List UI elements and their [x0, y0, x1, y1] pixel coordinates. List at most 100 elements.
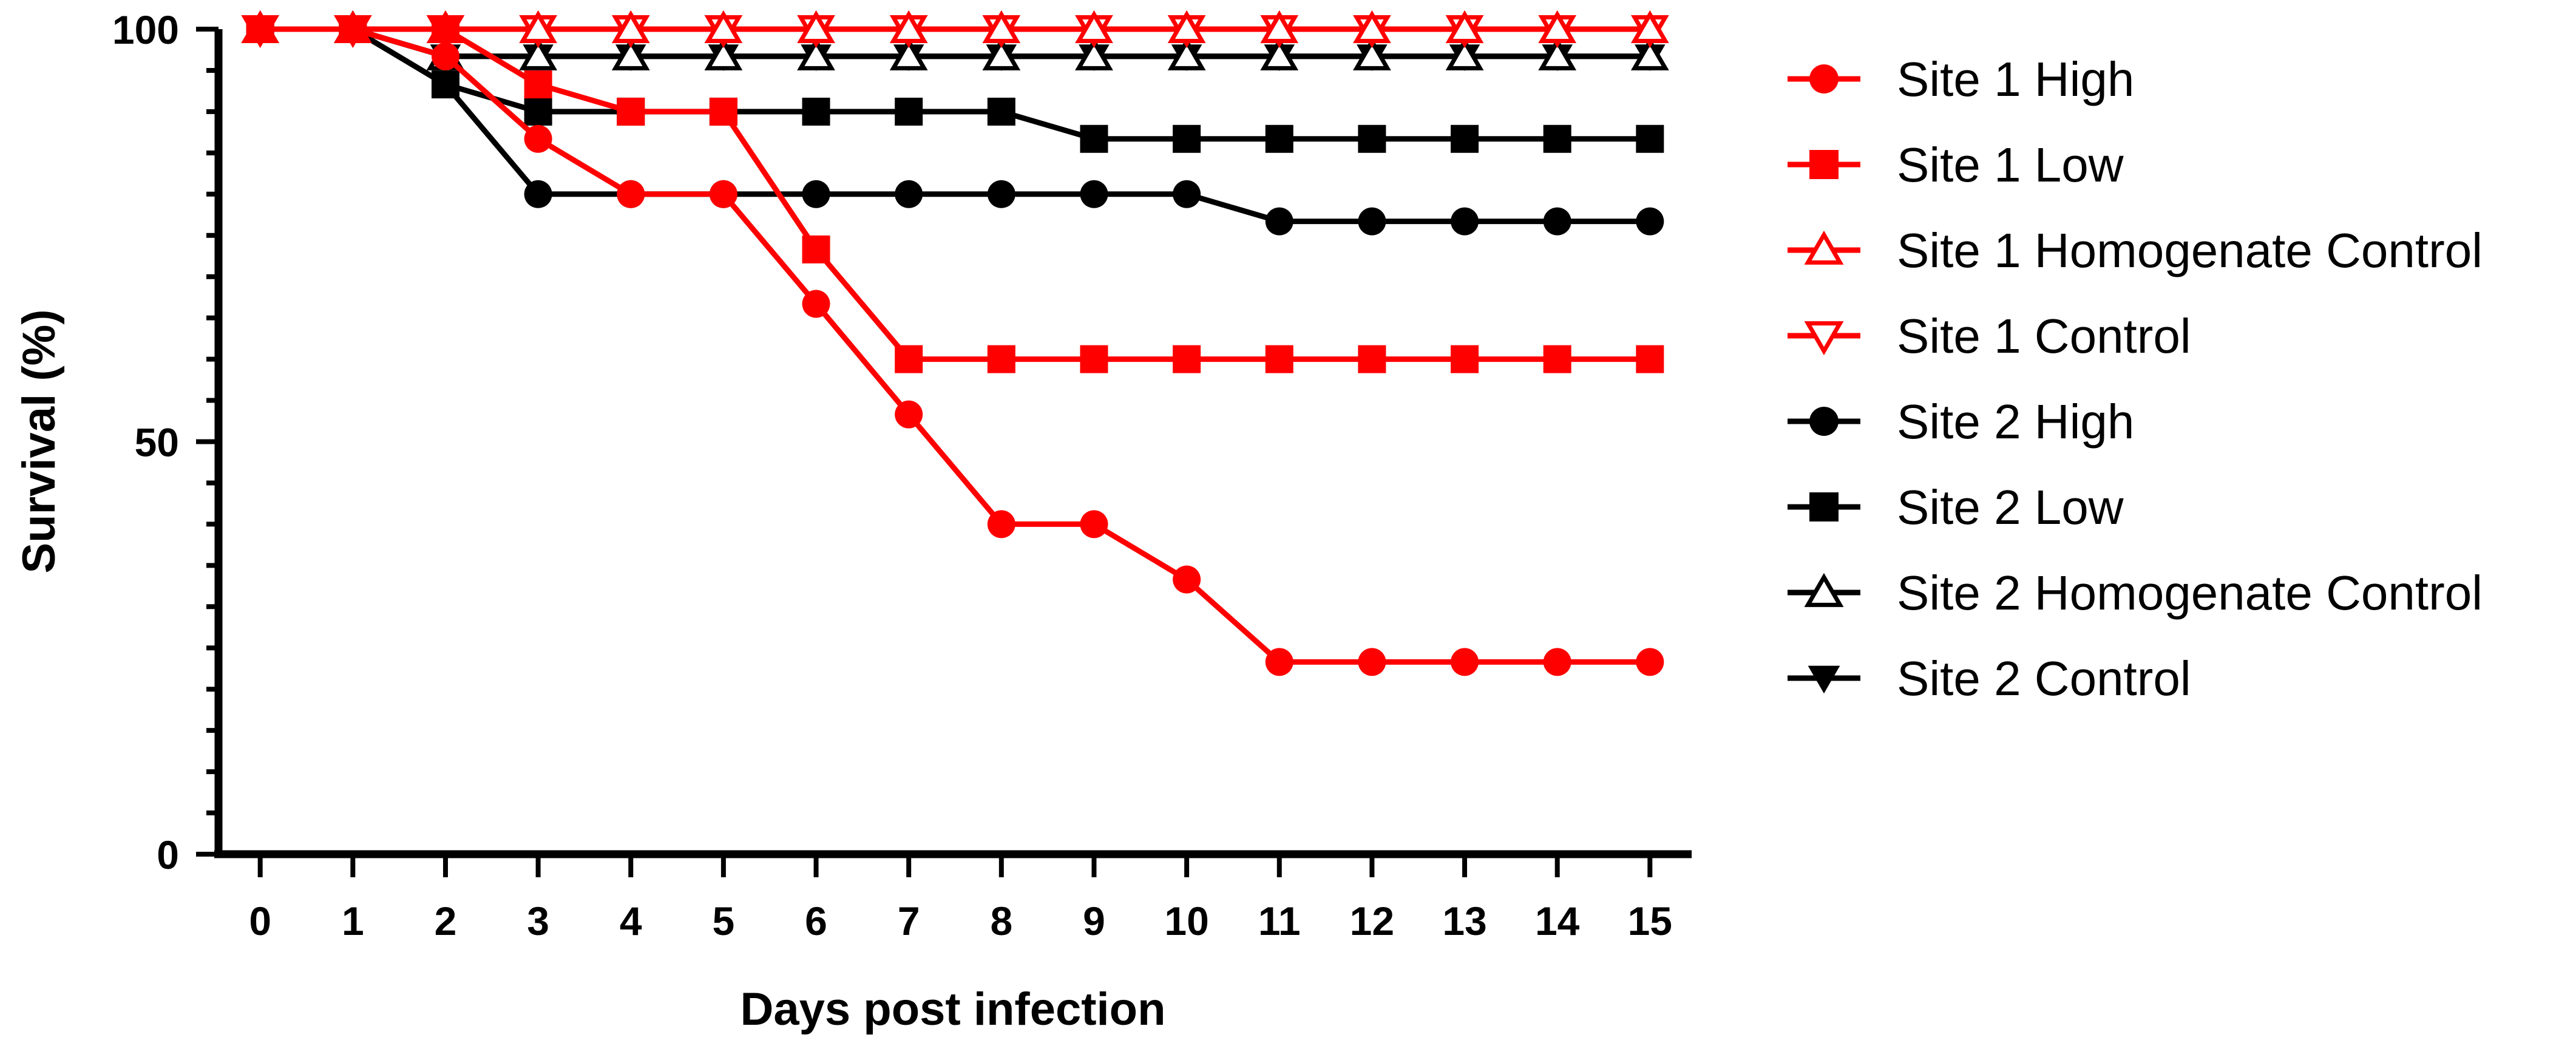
data-point	[1173, 124, 1201, 153]
x-tick-label: 0	[249, 899, 271, 943]
data-point	[802, 97, 830, 126]
data-series	[241, 10, 1669, 676]
data-point	[987, 180, 1015, 208]
y-axis-ticks: 0 50 100	[112, 7, 219, 877]
series-site-1-homogenate-control	[241, 10, 1669, 44]
data-point	[1358, 345, 1386, 373]
data-point	[895, 180, 923, 208]
data-point	[1543, 124, 1571, 153]
data-point	[1636, 207, 1664, 236]
data-point	[895, 400, 923, 429]
data-point	[802, 290, 830, 318]
data-point	[524, 97, 552, 126]
data-point	[1451, 345, 1479, 373]
legend-item: Site 2 High	[1788, 395, 2134, 449]
y-tick-label: 0	[157, 832, 179, 877]
data-point	[1265, 648, 1293, 676]
data-point	[1804, 572, 1844, 607]
data-point	[1543, 207, 1571, 236]
data-point	[1445, 10, 1484, 44]
x-tick-label: 14	[1535, 899, 1580, 943]
data-point	[1809, 407, 1839, 436]
data-point	[1451, 648, 1479, 676]
data-point	[1167, 10, 1206, 44]
data-point	[1080, 124, 1108, 153]
legend-label: Site 2 High	[1897, 395, 2134, 449]
data-point	[987, 510, 1015, 538]
legend-label: Site 1 Homogenate Control	[1897, 223, 2483, 277]
data-point	[987, 97, 1015, 126]
x-tick-label: 4	[620, 899, 642, 943]
data-point	[611, 10, 650, 44]
legend-label: Site 1 High	[1897, 52, 2134, 106]
data-point	[1636, 648, 1664, 676]
data-point	[1358, 124, 1386, 153]
data-point	[524, 180, 552, 208]
y-tick-label: 100	[112, 7, 179, 52]
data-point	[889, 10, 928, 44]
x-tick-label: 12	[1350, 899, 1394, 943]
data-point	[1167, 37, 1206, 70]
data-point	[709, 97, 737, 126]
x-axis-title: Days post infection	[741, 984, 1166, 1035]
legend-item: Site 1 Low	[1788, 138, 2124, 192]
data-point	[519, 37, 557, 70]
data-point	[617, 180, 645, 208]
data-point	[431, 70, 459, 99]
series-site-1-low	[246, 15, 1664, 373]
data-point	[987, 345, 1015, 373]
data-point	[1080, 345, 1108, 373]
series-site-1-high	[246, 15, 1664, 676]
x-tick-label: 15	[1628, 899, 1672, 943]
data-point	[1538, 10, 1577, 44]
data-point	[1075, 10, 1113, 44]
data-point	[1445, 37, 1484, 70]
data-point	[524, 70, 552, 99]
legend: Site 1 High Site 1 Low Site 1 Homogenate C…	[1788, 52, 2483, 705]
y-axis-title: Survival (%)	[13, 309, 65, 573]
data-point	[1075, 37, 1113, 70]
data-point	[1804, 321, 1844, 356]
data-point	[1809, 492, 1839, 522]
data-point	[797, 37, 835, 70]
data-point	[895, 97, 923, 126]
x-tick-label: 1	[342, 899, 364, 943]
legend-item: Site 2 Low	[1788, 480, 2124, 534]
data-point	[1260, 37, 1299, 70]
x-tick-label: 6	[805, 899, 827, 943]
data-point	[1080, 510, 1108, 538]
data-point	[339, 15, 367, 43]
x-tick-label: 7	[898, 899, 920, 943]
data-point	[246, 15, 274, 43]
data-point	[709, 180, 737, 208]
data-point	[802, 235, 830, 263]
data-point	[1543, 648, 1571, 676]
data-point	[1809, 150, 1839, 179]
x-tick-label: 2	[435, 899, 457, 943]
x-tick-label: 8	[990, 899, 1012, 943]
y-tick-label: 50	[135, 420, 179, 465]
data-point	[1636, 124, 1664, 153]
data-point	[431, 42, 459, 70]
data-point	[1265, 124, 1293, 153]
data-point	[1265, 207, 1293, 236]
series-line	[260, 26, 1650, 362]
data-point	[1080, 180, 1108, 208]
data-point	[704, 10, 743, 44]
x-tick-label: 5	[713, 899, 735, 943]
x-tick-label: 11	[1258, 899, 1301, 943]
legend-label: Site 1 Control	[1897, 309, 2191, 363]
data-point	[889, 37, 928, 70]
x-tick-label: 13	[1442, 899, 1486, 943]
legend-label: Site 2 Low	[1897, 480, 2124, 534]
data-point	[1630, 37, 1669, 70]
data-point	[1358, 207, 1386, 236]
data-point	[1358, 648, 1386, 676]
data-point	[1173, 180, 1201, 208]
x-axis-ticks: 0 1 2 3 4 5 6 7 8 9 10 11 12 13 14 15	[249, 854, 1672, 943]
data-point	[431, 15, 459, 43]
x-tick-label: 10	[1164, 899, 1208, 943]
data-point	[1260, 10, 1299, 44]
x-tick-label: 3	[527, 899, 549, 943]
